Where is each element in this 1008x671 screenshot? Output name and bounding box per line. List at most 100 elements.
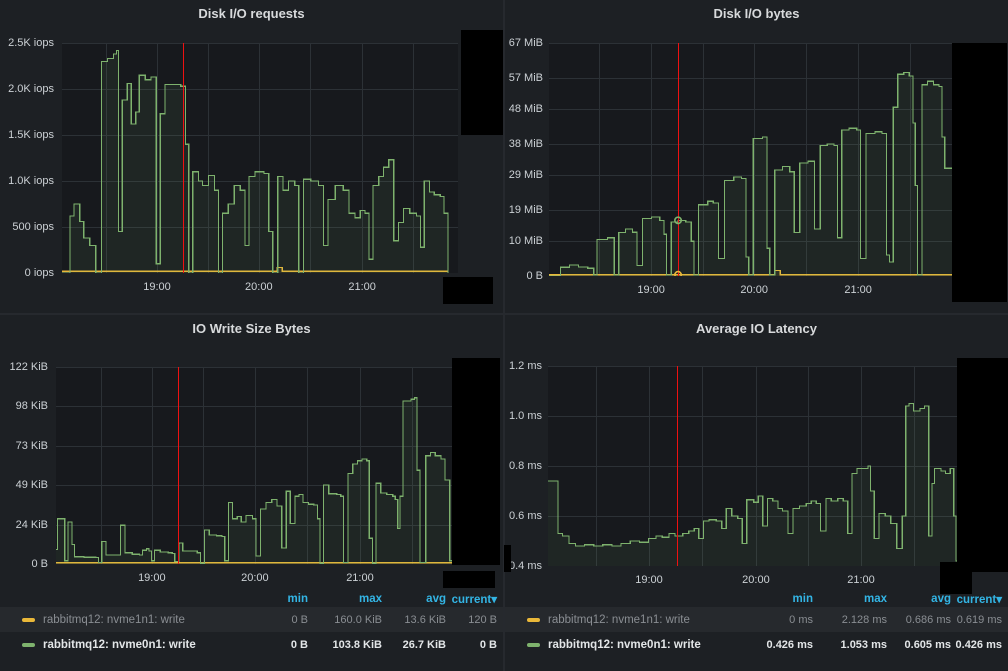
y-tick-label: 0 B bbox=[31, 558, 48, 570]
series-color-swatch-icon bbox=[22, 642, 35, 647]
legend-series-name: rabbitmq12: nvme1n1: write bbox=[43, 613, 185, 626]
panel-title-disk-io-requests[interactable]: Disk I/O requests bbox=[198, 6, 305, 21]
redaction-box bbox=[957, 358, 1008, 572]
y-tick-label: 29 MiB bbox=[508, 169, 543, 182]
legend-row: rabbitmq12: nvme1n1: write 0 ms 2.128 ms 0.… bbox=[505, 607, 1008, 632]
legend-value-current: 120 B bbox=[468, 613, 497, 626]
legend-value-avg: 0.686 ms bbox=[905, 613, 951, 626]
legend-row: rabbitmq12: nvme0n1: write 0 B 103.8 KiB 26… bbox=[0, 632, 503, 657]
legend-value-avg: 26.7 KiB bbox=[402, 638, 446, 651]
legend-row: rabbitmq12: nvme1n1: write 0 B 160.0 KiB 13… bbox=[0, 607, 503, 632]
redaction-box bbox=[452, 358, 500, 565]
panel-io-write-size-bytes: IO Write Size Bytes 122 KiB 98 KiB 73 KiB 4… bbox=[0, 315, 503, 671]
y-tick-label: 24 KiB bbox=[15, 519, 48, 532]
panel-title-average-io-latency[interactable]: Average IO Latency bbox=[696, 321, 817, 336]
y-tick-label: 0.6 ms bbox=[508, 510, 542, 522]
legend-series-toggle[interactable]: rabbitmq12: nvme1n1: write bbox=[505, 614, 741, 626]
legend-value-max: 160.0 KiB bbox=[334, 613, 382, 626]
x-tick-label: 20:00 bbox=[740, 284, 768, 296]
legend-sort-max[interactable]: max bbox=[863, 593, 887, 605]
y-tick-label: 0.8 ms bbox=[508, 460, 542, 472]
redaction-box bbox=[952, 43, 1007, 302]
y-axis-disk-io-requests: 2.5K iops 2.0K iops 1.5K iops 1.0K iops 500 … bbox=[0, 37, 54, 279]
legend-value-min: 0 B bbox=[291, 613, 308, 626]
series-color-swatch-icon bbox=[527, 642, 540, 647]
x-axis-disk-io-bytes: 19:00 20:00 21:00 bbox=[549, 284, 1005, 300]
y-tick-label: 0 iops bbox=[24, 267, 54, 279]
x-tick-label: 19:00 bbox=[637, 284, 665, 296]
legend-average-io-latency: min max avg current▾ rabbitmq12: nvme1n1: wr… bbox=[505, 591, 1008, 657]
legend-value-current: 0.619 ms bbox=[956, 613, 1002, 626]
chart-disk-io-requests[interactable] bbox=[62, 43, 458, 273]
redaction-box bbox=[504, 545, 511, 572]
legend-sort-max[interactable]: max bbox=[358, 593, 382, 605]
y-tick-label: 122 KiB bbox=[9, 361, 48, 373]
redaction-box bbox=[461, 30, 503, 135]
panel-title-disk-io-bytes[interactable]: Disk I/O bytes bbox=[713, 6, 800, 21]
legend-series-toggle[interactable]: rabbitmq12: nvme0n1: write bbox=[505, 639, 741, 651]
legend-sort-min[interactable]: min bbox=[287, 593, 308, 605]
x-tick-label: 21:00 bbox=[847, 574, 875, 586]
legend-row: rabbitmq12: nvme0n1: write 0.426 ms 1.053 … bbox=[505, 632, 1008, 657]
panel-average-io-latency: Average IO Latency 1.2 ms 1.0 ms 0.8 ms 0.6… bbox=[505, 315, 1008, 671]
x-axis-disk-io-requests: 19:00 20:00 21:00 bbox=[62, 281, 458, 297]
legend-value-min: 0 ms bbox=[789, 613, 813, 626]
y-axis-average-io-latency: 1.2 ms 1.0 ms 0.8 ms 0.6 ms 0.4 ms bbox=[505, 360, 542, 572]
y-tick-label: 2.0K iops bbox=[8, 83, 54, 95]
legend-sort-avg[interactable]: avg bbox=[931, 593, 951, 605]
legend-value-max: 103.8 KiB bbox=[332, 638, 382, 651]
y-tick-label: 0 B bbox=[526, 270, 543, 282]
y-tick-label: 500 iops bbox=[12, 221, 54, 233]
legend-value-current: 0.426 ms bbox=[955, 638, 1002, 651]
x-tick-label: 21:00 bbox=[346, 572, 374, 584]
y-tick-label: 1.2 ms bbox=[508, 360, 542, 372]
x-tick-label: 21:00 bbox=[348, 281, 376, 293]
redaction-box bbox=[443, 571, 495, 588]
chart-io-write-size-bytes[interactable] bbox=[56, 367, 457, 564]
y-tick-label: 73 KiB bbox=[15, 440, 48, 453]
panel-title-io-write-size-bytes[interactable]: IO Write Size Bytes bbox=[192, 321, 311, 336]
legend-value-min: 0 B bbox=[290, 638, 308, 651]
redaction-box bbox=[443, 277, 493, 304]
y-tick-label: 48 MiB bbox=[508, 103, 543, 116]
series-color-swatch-icon bbox=[22, 617, 35, 622]
redaction-box bbox=[940, 562, 972, 594]
legend-sort-current[interactable]: current▾ bbox=[956, 594, 1002, 606]
x-tick-label: 19:00 bbox=[635, 574, 663, 586]
panel-disk-io-requests: Disk I/O requests 2.5K iops 2.0K iops 1.5K… bbox=[0, 0, 503, 313]
legend-sort-avg[interactable]: avg bbox=[426, 593, 446, 605]
legend-series-name: rabbitmq12: nvme1n1: write bbox=[548, 613, 690, 626]
legend-sort-current[interactable]: current▾ bbox=[451, 594, 497, 606]
legend-series-name: rabbitmq12: nvme0n1: write bbox=[43, 638, 196, 651]
panel-disk-io-bytes: Disk I/O bytes 67 MiB 57 MiB 48 MiB 38 MiB 2… bbox=[505, 0, 1008, 313]
y-tick-label: 49 KiB bbox=[15, 478, 48, 491]
y-tick-label: 98 KiB bbox=[15, 399, 48, 412]
x-tick-label: 21:00 bbox=[844, 284, 872, 296]
y-tick-label: 67 MiB bbox=[508, 37, 543, 49]
y-tick-label: 1.5K iops bbox=[8, 129, 54, 141]
y-tick-label: 57 MiB bbox=[508, 71, 543, 84]
x-tick-label: 19:00 bbox=[138, 572, 166, 584]
legend-value-max: 1.053 ms bbox=[840, 638, 887, 651]
legend-io-write-size-bytes: min max avg current▾ rabbitmq12: nvme1n1: wr… bbox=[0, 591, 503, 657]
y-tick-label: 19 MiB bbox=[508, 203, 543, 216]
legend-series-toggle[interactable]: rabbitmq12: nvme0n1: write bbox=[0, 639, 236, 651]
x-tick-label: 20:00 bbox=[241, 572, 269, 584]
y-tick-label: 1.0 ms bbox=[508, 410, 542, 422]
legend-value-avg: 13.6 KiB bbox=[404, 613, 446, 626]
y-tick-label: 10 MiB bbox=[508, 235, 543, 248]
legend-sort-min[interactable]: min bbox=[792, 593, 813, 605]
legend-series-toggle[interactable]: rabbitmq12: nvme1n1: write bbox=[0, 614, 236, 626]
y-tick-label: 0.4 ms bbox=[508, 560, 542, 572]
legend-value-max: 2.128 ms bbox=[841, 613, 887, 626]
x-axis-io-write-size-bytes: 19:00 20:00 21:00 bbox=[56, 572, 457, 588]
x-tick-label: 20:00 bbox=[742, 574, 770, 586]
x-axis-average-io-latency: 19:00 20:00 21:00 bbox=[548, 574, 1005, 590]
legend-series-name: rabbitmq12: nvme0n1: write bbox=[548, 638, 701, 651]
x-tick-label: 19:00 bbox=[143, 281, 171, 293]
y-tick-label: 1.0K iops bbox=[8, 175, 54, 187]
y-tick-label: 38 MiB bbox=[508, 137, 543, 150]
y-axis-disk-io-bytes: 67 MiB 57 MiB 48 MiB 38 MiB 29 MiB 19 MiB 10 M… bbox=[505, 37, 543, 282]
chart-average-io-latency[interactable] bbox=[548, 366, 1005, 566]
chart-disk-io-bytes[interactable] bbox=[549, 43, 1005, 276]
